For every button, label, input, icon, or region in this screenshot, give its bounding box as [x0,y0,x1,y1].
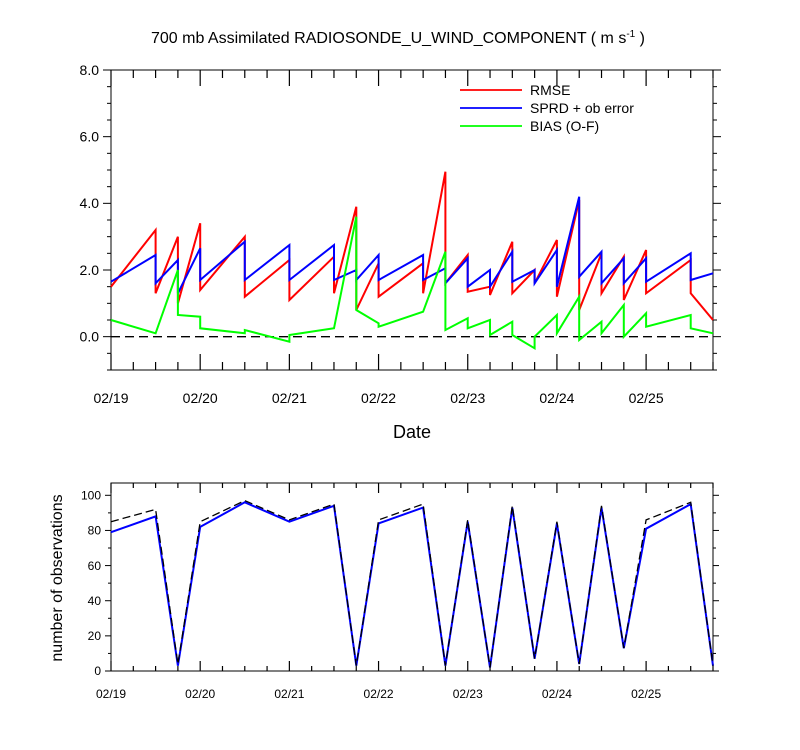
y-tick-label: 6.0 [80,129,100,145]
x-tick-label: 02/25 [631,687,661,701]
plot-frame [110,482,714,672]
x-tick-label: 02/19 [93,390,128,406]
series-line-sprd-ob-error [110,196,714,294]
chart-title: 700 mb Assimilated RADIOSONDE_U_WIND_COM… [151,29,645,47]
y-tick-label: 40 [88,594,102,608]
series-line-total [110,499,714,668]
x-tick-label: 02/24 [539,390,574,406]
y-tick-label: 0.0 [80,329,100,345]
x-tick-label: 02/20 [185,687,215,701]
x-tick-label: 02/22 [364,687,394,701]
legend: RMSE SPRD + ob error BIAS (O-F) [460,82,634,134]
y-axis-label-observations: number of observations [49,494,66,661]
y-tick-label: 8.0 [80,62,100,78]
top-plot-area: 02/19 02/20 02/21 02/22 02/23 02/24 02/25 0.0 2.… [80,62,721,406]
x-tick-label: 02/21 [272,390,307,406]
legend-label: RMSE [530,82,570,98]
series-line-rmse [110,171,714,321]
x-tick-label: 02/22 [361,390,396,406]
y-tick-label: 80 [88,524,102,538]
y-tick-label: 100 [81,488,101,502]
x-axis-label: Date [393,422,431,442]
y-tick-label: 4.0 [80,195,100,211]
y-tick-label: 60 [88,559,102,573]
x-tick-label: 02/19 [96,687,126,701]
x-tick-label: 02/20 [183,390,218,406]
y-tick-label: 2.0 [80,262,100,278]
x-tick-label: 02/21 [274,687,304,701]
series-line-bias-o-f [110,216,714,351]
y-tick-label: 20 [88,629,102,643]
x-tick-label: 02/24 [542,687,572,701]
bottom-plot-area: 02/19 02/20 02/21 02/22 02/23 02/24 02/25 0 20 40… [81,482,719,701]
legend-label: BIAS (O-F) [530,118,599,134]
y-tick-label: 0 [94,664,101,678]
x-tick-label: 02/23 [450,390,485,406]
legend-label: SPRD + ob error [530,100,634,116]
x-tick-label: 02/23 [453,687,483,701]
x-tick-label: 02/25 [629,390,664,406]
